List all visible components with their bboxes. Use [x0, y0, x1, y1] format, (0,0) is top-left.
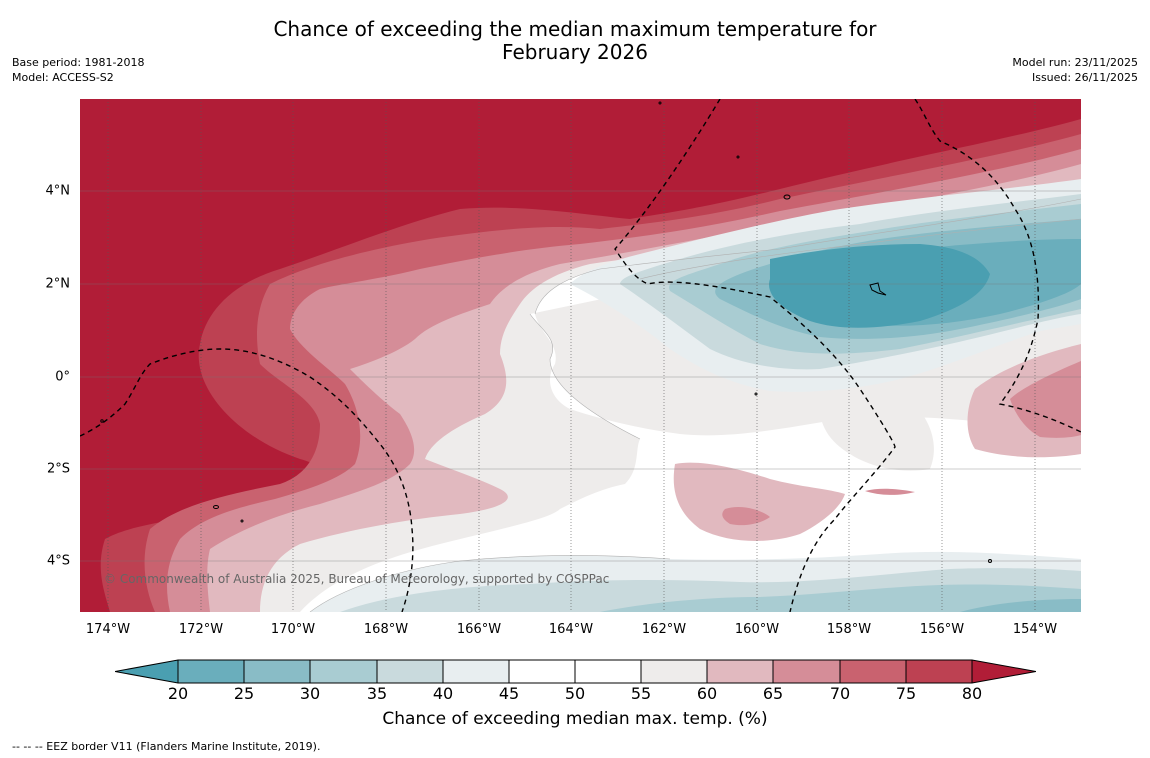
lon-label-170w: 170°W	[270, 622, 316, 637]
cb-swatch-20-25	[178, 660, 244, 683]
lat-label-4s: 4°S	[46, 553, 70, 569]
band-30-35-south	[600, 584, 1081, 612]
cb-swatch-60-65	[707, 660, 773, 683]
lon-label-160w: 160°W	[734, 622, 780, 637]
lat-label-2s: 2°S	[46, 461, 70, 477]
cb-tick-55: 55	[630, 684, 652, 703]
cb-swatch-above-80	[972, 660, 1036, 683]
cb-swatch-75-80	[906, 660, 972, 683]
cb-swatch-55-60	[641, 660, 707, 683]
cb-tick-45: 45	[498, 684, 520, 703]
page-title: Chance of exceeding the median maximum t…	[0, 18, 1150, 64]
meta-right: Model run: 23/11/2025 Issued: 26/11/2025	[1012, 55, 1138, 85]
cb-tick-30: 30	[299, 684, 321, 703]
cb-swatch-below-20	[115, 660, 178, 683]
model-run: Model run: 23/11/2025	[1012, 56, 1138, 69]
band-65-70-east	[865, 488, 915, 495]
cb-tick-25: 25	[233, 684, 255, 703]
cb-swatch-40-45	[443, 660, 509, 683]
band-65-70-south	[722, 506, 770, 526]
cb-swatch-65-70	[773, 660, 840, 683]
cb-swatch-70-75	[840, 660, 906, 683]
lon-label-172w: 172°W	[178, 622, 224, 637]
cb-tick-75: 75	[895, 684, 917, 703]
eez-borders	[80, 99, 1081, 612]
band-65-70-east2	[1010, 361, 1081, 438]
cb-swatch-30-35	[310, 660, 377, 683]
forecast-map[interactable]: © Commonwealth of Australia 2025, Bureau…	[80, 99, 1081, 612]
cb-tick-20: 20	[167, 684, 189, 703]
islands	[100, 101, 992, 563]
cb-tick-60: 60	[696, 684, 718, 703]
eez-legend-note: -- -- -- EEZ border V11 (Flanders Marine…	[12, 740, 321, 753]
colorbar	[115, 659, 1036, 684]
cb-tick-50: 50	[564, 684, 586, 703]
lat-label-0: 0°	[55, 369, 70, 385]
cb-tick-40: 40	[432, 684, 454, 703]
cb-tick-35: 35	[366, 684, 388, 703]
issued-date: Issued: 26/11/2025	[1031, 71, 1138, 84]
band-45-55	[300, 199, 1081, 612]
lon-label-158w: 158°W	[826, 622, 872, 637]
colorbar-label: Chance of exceeding median max. temp. (%…	[382, 709, 768, 729]
cb-swatch-25-30	[244, 660, 310, 683]
copyright-notice: © Commonwealth of Australia 2025, Bureau…	[104, 572, 609, 586]
title-line-2: February 2026	[502, 40, 648, 64]
cb-tick-70: 70	[829, 684, 851, 703]
lon-label-164w: 164°W	[548, 622, 594, 637]
band-60-65-south	[673, 462, 845, 541]
band-55-60-centre	[818, 384, 934, 471]
lon-label-154w: 154°W	[1012, 622, 1058, 637]
cb-swatch-35-40	[377, 660, 443, 683]
band-below-20	[769, 244, 990, 328]
lon-label-156w: 156°W	[919, 622, 965, 637]
title-line-1: Chance of exceeding the median maximum t…	[273, 17, 877, 41]
cb-tick-80: 80	[961, 684, 983, 703]
meta-left: Base period: 1981-2018 Model: ACCESS-S2	[12, 55, 144, 85]
base-period: Base period: 1981-2018	[12, 56, 145, 69]
latitude-gridlines	[80, 190, 1081, 562]
cb-tick-65: 65	[762, 684, 784, 703]
map-svg: © Commonwealth of Australia 2025, Bureau…	[80, 99, 1081, 612]
lat-label-4n: 4°N	[45, 183, 71, 199]
lon-label-168w: 168°W	[363, 622, 409, 637]
lon-label-166w: 166°W	[456, 622, 502, 637]
model-name: Model: ACCESS-S2	[12, 71, 114, 84]
band-25-30-south	[960, 599, 1081, 612]
cb-outline	[115, 659, 1036, 684]
lon-label-174w: 174°W	[85, 622, 131, 637]
lon-label-162w: 162°W	[641, 622, 687, 637]
lat-label-2n: 2°N	[45, 276, 71, 292]
